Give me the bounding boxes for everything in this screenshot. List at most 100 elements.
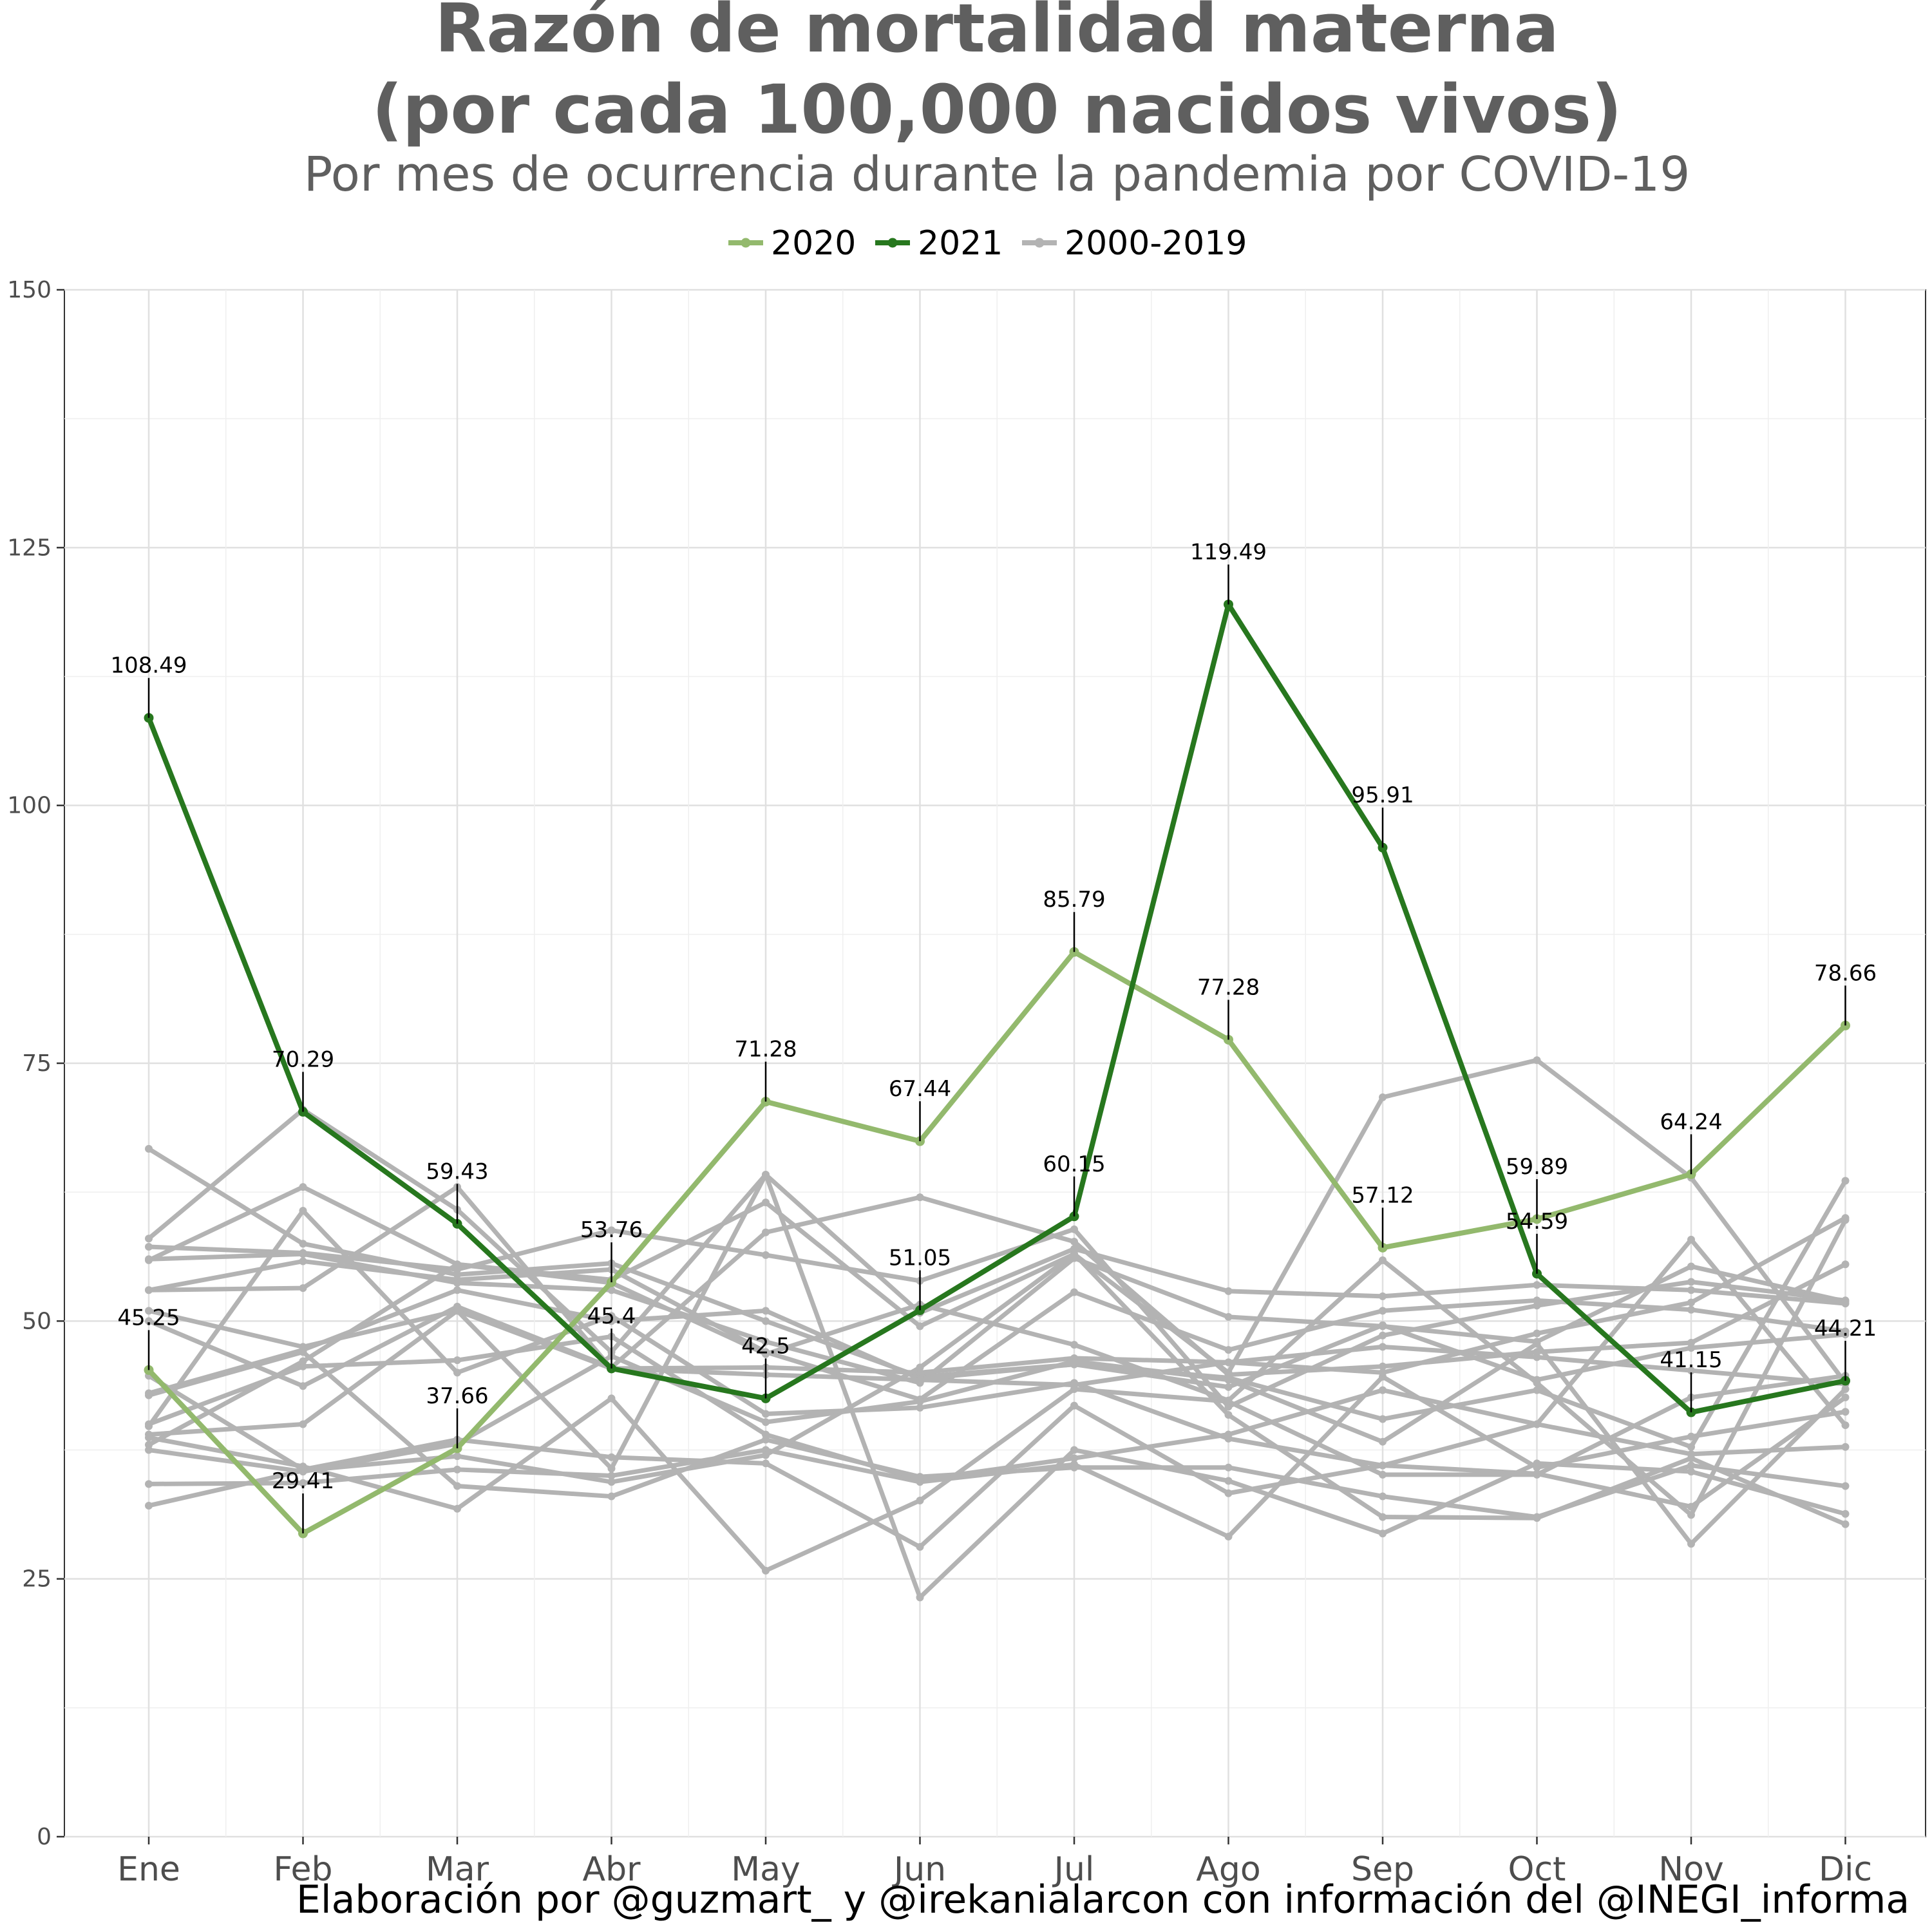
historical-point — [299, 1284, 307, 1293]
historical-point — [299, 1250, 307, 1258]
historical-point — [453, 1260, 461, 1269]
historical-point — [1687, 1286, 1695, 1294]
historical-point — [607, 1394, 616, 1403]
data-labels: 45.25 29.41 37.66 53.76 71.28 67.44 85.79 77.28… — [111, 540, 1877, 1534]
x-tick-label: Dic — [1819, 1850, 1872, 1889]
historical-point — [1533, 1470, 1541, 1479]
historical-point — [299, 1348, 307, 1356]
chart-title-line2: (por cada 100,000 nacidos vivos) — [372, 70, 1622, 149]
historical-point — [762, 1410, 770, 1418]
historical-point — [762, 1350, 770, 1358]
historical-point — [1379, 1307, 1387, 1315]
x-tick-label: Jun — [892, 1850, 946, 1889]
series-line-2020 — [147, 949, 1848, 1537]
historical-point — [1224, 1477, 1233, 1485]
historical-point — [916, 1496, 924, 1504]
historical-point — [607, 1312, 616, 1320]
historical-point — [1379, 1093, 1387, 1101]
historical-point — [453, 1356, 461, 1365]
historical-point — [1379, 1362, 1387, 1370]
legend-key-point — [741, 238, 751, 248]
x-tick-label: Sep — [1351, 1850, 1414, 1889]
data-label: 54.59 — [1506, 1209, 1568, 1235]
legend-label: 2020 — [771, 224, 856, 263]
historical-point — [1070, 1357, 1078, 1365]
y-tick-label: 0 — [37, 1824, 52, 1850]
historical-point — [453, 1452, 461, 1461]
y-tick-label: 50 — [22, 1308, 52, 1334]
historical-point — [762, 1317, 770, 1325]
data-label: 44.21 — [1814, 1316, 1877, 1341]
historical-point — [1841, 1216, 1850, 1224]
historical-series-line — [147, 1195, 1847, 1388]
legend-key-point — [1034, 238, 1045, 248]
historical-point — [1841, 1510, 1850, 1518]
historical-point — [762, 1459, 770, 1468]
historical-point — [1379, 1530, 1387, 1538]
historical-series-line — [147, 1334, 1846, 1482]
historical-point — [1533, 1281, 1541, 1289]
historical-point — [1379, 1461, 1387, 1470]
historical-point — [299, 1257, 307, 1265]
historical-point — [1070, 1225, 1078, 1233]
x-tick-label: May — [731, 1850, 800, 1889]
data-label: 42.5 — [741, 1333, 790, 1359]
data-label: 119.49 — [1190, 540, 1267, 565]
data-label: 51.05 — [889, 1245, 951, 1271]
historical-point — [1687, 1511, 1695, 1519]
historical-point — [299, 1479, 307, 1487]
data-label: 37.66 — [426, 1383, 488, 1409]
x-axis: Ene Feb Mar Abr May Jun Jul Ago Sep Oct Nov Dic — [117, 1837, 1872, 1889]
historical-point — [762, 1170, 770, 1179]
historical-point — [1070, 1238, 1078, 1246]
historical-point — [1533, 1329, 1541, 1338]
historical-point — [453, 1465, 461, 1473]
historical-point — [1841, 1421, 1850, 1430]
historical-point — [1379, 1513, 1387, 1521]
historical-point — [145, 1422, 153, 1430]
historical-series-line — [147, 1107, 1846, 1354]
data-label: 41.15 — [1660, 1347, 1722, 1373]
historical-point — [1224, 1411, 1233, 1419]
historical-point — [762, 1566, 770, 1575]
historical-point — [916, 1403, 924, 1412]
historical-point — [762, 1435, 770, 1444]
historical-point — [1533, 1420, 1541, 1428]
legend: 2020 2021 2000-2019 — [728, 224, 1247, 263]
historical-point — [145, 1286, 153, 1294]
historical-point — [1224, 1533, 1233, 1541]
historical-point — [1533, 1296, 1541, 1305]
historical-point — [145, 1307, 153, 1315]
historical-point — [916, 1193, 924, 1202]
historical-point — [1533, 1056, 1541, 1065]
historical-point — [1224, 1463, 1233, 1472]
historical-point — [453, 1368, 461, 1377]
historical-point — [453, 1286, 461, 1294]
historical-point — [607, 1286, 616, 1294]
historical-point — [1224, 1312, 1233, 1321]
plot-panel: 45.25 29.41 37.66 53.76 71.28 67.44 85.79 77.28… — [64, 289, 1926, 1838]
chart-title-line1: Razón de mortalidad materna — [435, 0, 1559, 68]
historical-point — [145, 1434, 153, 1442]
historical-point — [762, 1307, 770, 1315]
legend-item: 2021 — [875, 224, 1003, 263]
historical-point — [299, 1466, 307, 1475]
historical-point — [145, 1391, 153, 1399]
historical-point — [607, 1226, 616, 1235]
historical-point — [1687, 1305, 1695, 1314]
historical-series-line — [147, 1208, 1848, 1468]
historical-point — [1687, 1443, 1695, 1451]
historical-point — [916, 1593, 924, 1602]
historical-series-line — [148, 1374, 1846, 1539]
data-label: 60.15 — [1043, 1151, 1105, 1177]
historical-series-line — [147, 1057, 1848, 1385]
historical-point — [1224, 1346, 1233, 1354]
historical-point — [299, 1240, 307, 1248]
historical-point — [1533, 1463, 1541, 1472]
historical-point — [1379, 1256, 1387, 1264]
data-label: 59.89 — [1506, 1154, 1568, 1180]
historical-point — [145, 1441, 153, 1449]
x-tick-label: Jul — [1052, 1850, 1095, 1889]
historical-point — [762, 1198, 770, 1207]
historical-point — [299, 1420, 307, 1428]
